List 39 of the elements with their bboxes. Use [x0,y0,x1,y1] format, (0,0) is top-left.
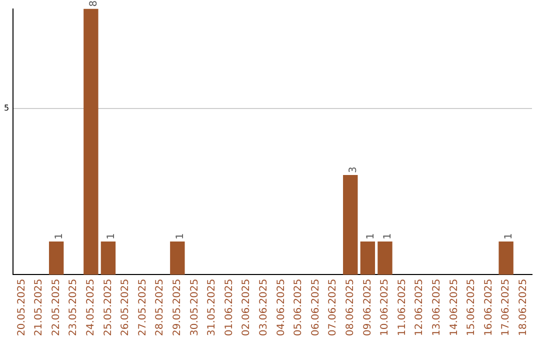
x-tick-label: 28.05.2025 [154,278,166,336]
x-tick-label: 13.06.2025 [431,278,442,336]
x-tick-label: 24.05.2025 [86,278,97,336]
data-label: 1 [54,233,65,240]
x-tick-label: 06.06.2025 [310,278,322,336]
x-tick-label: 17.06.2025 [500,278,512,336]
x-tick-label: 16.06.2025 [483,278,494,336]
x-tick-label: 26.05.2025 [120,278,132,336]
x-tick-label: 14.06.2025 [448,278,460,336]
data-label: 3 [348,166,359,174]
x-tick-label: 07.06.2025 [328,278,339,336]
x-tick-label: 22.05.2025 [50,278,62,336]
x-tick-label: 29.05.2025 [172,278,184,336]
x-tick-label: 30.05.2025 [189,278,200,336]
data-label: 1 [175,233,186,240]
x-tick-label: 12.06.2025 [414,278,426,336]
x-tick-label: 02.06.2025 [241,278,252,336]
x-tick-label: 10.06.2025 [380,278,391,336]
data-label: 1 [106,233,117,240]
x-tick-label: 20.05.2025 [16,278,28,336]
x-tick-label: 08.06.2025 [344,278,356,336]
x-tick-label: 04.06.2025 [276,278,287,336]
x-tick-label: 11.06.2025 [396,278,408,336]
x-tick-label: 31.05.2025 [206,278,218,336]
data-label: 8 [88,0,100,7]
x-tick-label: 21.05.2025 [34,278,45,336]
x-tick-label: 01.06.2025 [224,278,235,336]
x-tick-label: 03.06.2025 [258,278,270,336]
x-tick-label: 23.05.2025 [68,278,80,336]
x-tick-label: 18.06.2025 [518,278,529,336]
x-tick-label: 27.05.2025 [137,278,148,336]
data-label: 1 [382,233,394,240]
x-tick-label: 25.05.2025 [102,278,114,336]
data-label: 1 [504,233,515,240]
data-label: 1 [365,233,376,240]
x-tick-label: 15.06.2025 [466,278,478,336]
y-tick-label: 5 [4,104,10,113]
x-tick-label: 09.06.2025 [362,278,374,336]
x-tick-label: 05.06.2025 [293,278,304,336]
